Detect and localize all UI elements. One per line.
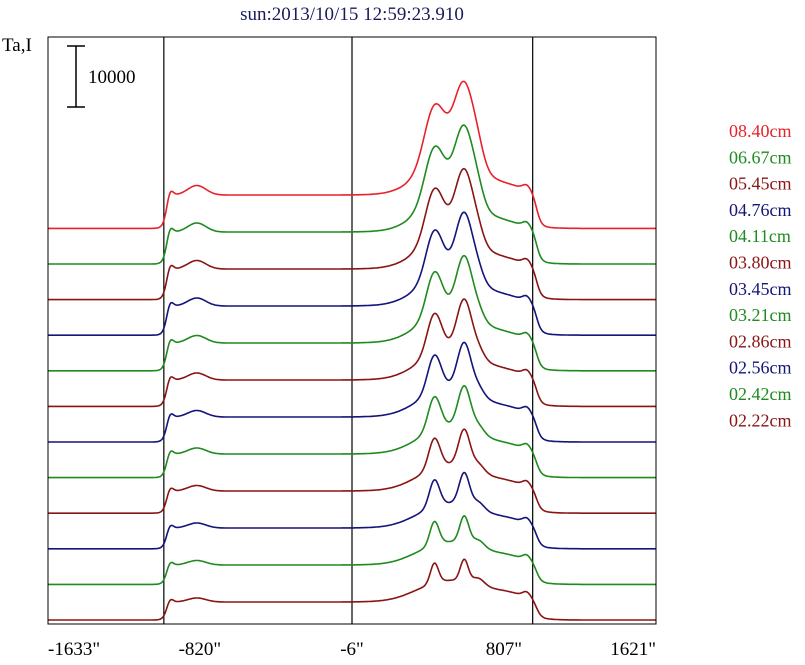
legend-entry: 08.40cm <box>729 121 792 141</box>
legend-entry: 02.42cm <box>729 384 792 404</box>
scale-bar-label: 10000 <box>88 67 136 88</box>
x-tick-label: -1633" <box>48 639 100 660</box>
scale-bar: 10000 <box>67 45 136 108</box>
series-line <box>48 167 656 301</box>
series-line <box>48 384 656 479</box>
series-line <box>48 515 656 586</box>
series-line <box>48 80 656 230</box>
x-tick-label: 807" <box>486 639 522 660</box>
legend-entry: 06.67cm <box>729 147 792 167</box>
series-line <box>48 471 656 550</box>
series-line <box>48 211 656 336</box>
x-tick-label: -6" <box>340 639 364 660</box>
legend-entry: 03.45cm <box>729 279 792 299</box>
series-line <box>48 254 656 372</box>
legend-entry: 02.86cm <box>729 331 792 351</box>
y-axis-label: Ta,I <box>2 35 32 56</box>
series-line <box>48 341 656 443</box>
legend-entry: 03.21cm <box>729 305 792 325</box>
series-line <box>48 558 656 621</box>
chart-title: sun:2013/10/15 12:59:23.910 <box>240 4 464 25</box>
legend-entry: 02.56cm <box>729 358 792 378</box>
legend-entry: 03.80cm <box>729 253 792 273</box>
series-line <box>48 428 656 514</box>
series-line <box>48 298 656 408</box>
x-tick-label: -820" <box>179 639 222 660</box>
plot-frame <box>47 36 657 625</box>
series-line <box>48 124 656 265</box>
legend-entry: 04.11cm <box>729 226 791 246</box>
legend-entry: 04.76cm <box>729 200 792 220</box>
x-tick-label: 1621" <box>610 639 656 660</box>
legend-entry: 05.45cm <box>729 174 792 194</box>
legend-entry: 02.22cm <box>729 410 792 430</box>
